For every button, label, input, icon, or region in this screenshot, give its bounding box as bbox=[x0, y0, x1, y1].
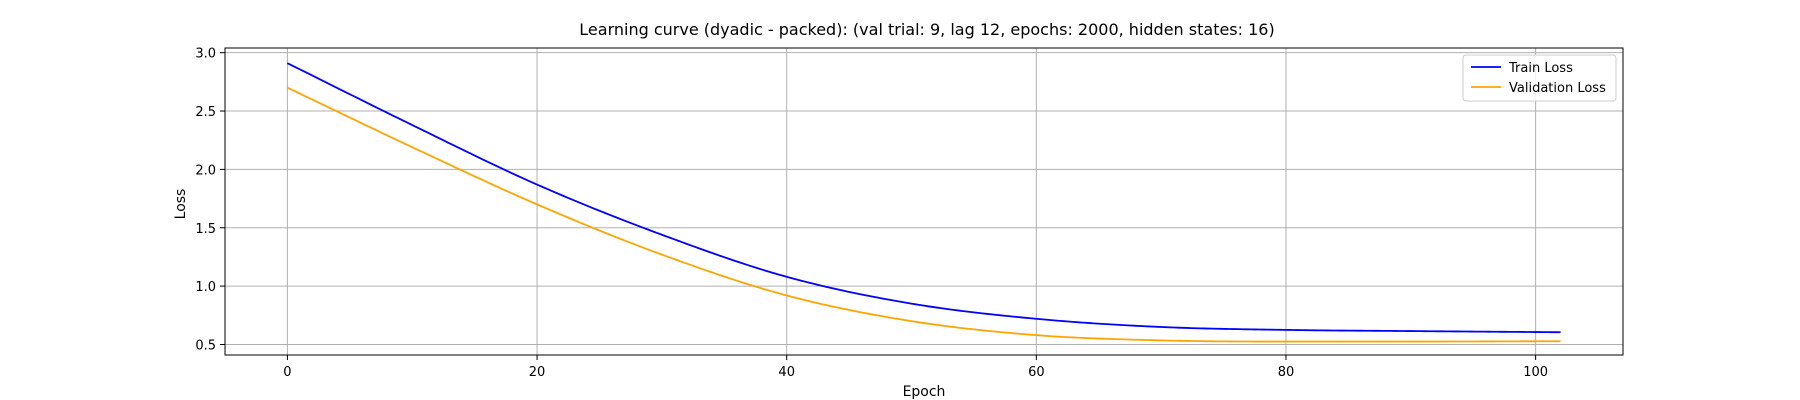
legend-label: Validation Loss bbox=[1509, 81, 1606, 96]
x-tick-label: 20 bbox=[529, 365, 546, 380]
y-axis-ticks: 0.5 1.0 1.5 2.0 2.5 3.0 bbox=[195, 47, 225, 353]
x-tick-label: 40 bbox=[778, 365, 795, 380]
y-tick-label: 1.0 bbox=[195, 280, 216, 295]
x-axis-label: Epoch bbox=[903, 384, 946, 400]
legend-box bbox=[1462, 54, 1617, 102]
chart-title: Learning curve (dyadic - packed): (val t… bbox=[579, 20, 1274, 39]
plot-area-frame bbox=[224, 47, 1624, 356]
legend: Train Loss Validation Loss bbox=[1462, 54, 1617, 102]
x-tick-label: 100 bbox=[1523, 365, 1548, 380]
x-tick-label: 0 bbox=[283, 365, 291, 380]
grid bbox=[225, 48, 1623, 355]
x-tick-label: 60 bbox=[1028, 365, 1045, 380]
x-axis-ticks: 0 20 40 60 80 100 bbox=[283, 355, 1548, 380]
y-axis-label: Loss bbox=[173, 189, 189, 220]
y-tick-label: 2.5 bbox=[195, 105, 216, 120]
series-line-train-loss bbox=[287, 62, 1561, 334]
x-tick-label: 80 bbox=[1278, 365, 1295, 380]
y-tick-label: 2.0 bbox=[195, 163, 216, 178]
series-line-validation-loss bbox=[287, 86, 1561, 343]
y-tick-label: 0.5 bbox=[195, 338, 216, 353]
y-tick-label: 1.5 bbox=[195, 222, 216, 237]
legend-label: Train Loss bbox=[1508, 61, 1573, 76]
series-lines bbox=[287, 62, 1561, 343]
y-tick-label: 3.0 bbox=[195, 47, 216, 62]
